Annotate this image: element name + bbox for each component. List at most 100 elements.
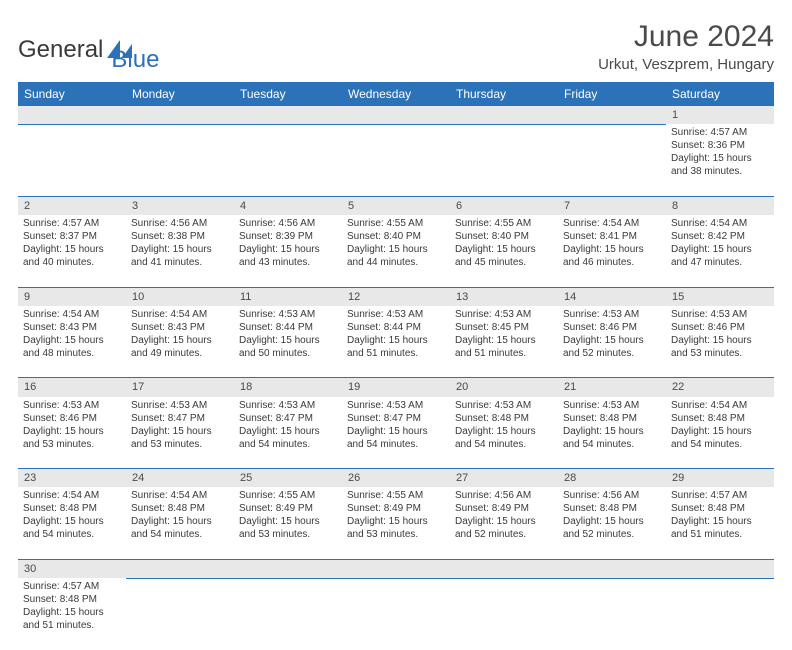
day-number (18, 106, 126, 124)
daylight-text: Daylight: 15 hours (347, 515, 445, 528)
day-number: 6 (450, 196, 558, 215)
daylight-text: and 53 minutes. (131, 438, 229, 451)
day-number: 25 (234, 469, 342, 488)
sunset-text: Sunset: 8:47 PM (347, 412, 445, 425)
day-number: 10 (126, 287, 234, 306)
day-number: 5 (342, 196, 450, 215)
daylight-text: Daylight: 15 hours (23, 606, 121, 619)
day-cell: Sunrise: 4:55 AMSunset: 8:49 PMDaylight:… (342, 487, 450, 559)
sunset-text: Sunset: 8:41 PM (563, 230, 661, 243)
daylight-text: and 54 minutes. (671, 438, 769, 451)
sunrise-text: Sunrise: 4:57 AM (23, 217, 121, 230)
daylight-text: and 54 minutes. (23, 528, 121, 541)
sunset-text: Sunset: 8:40 PM (455, 230, 553, 243)
day-number (342, 559, 450, 578)
day-cell: Sunrise: 4:53 AMSunset: 8:48 PMDaylight:… (558, 397, 666, 469)
daylight-text: and 50 minutes. (239, 347, 337, 360)
daylight-text: and 53 minutes. (347, 528, 445, 541)
col-saturday: Saturday (666, 82, 774, 106)
sunset-text: Sunset: 8:45 PM (455, 321, 553, 334)
daylight-text: and 51 minutes. (671, 528, 769, 541)
daylight-text: Daylight: 15 hours (239, 243, 337, 256)
daylight-text: and 54 minutes. (131, 528, 229, 541)
day-cell: Sunrise: 4:54 AMSunset: 8:48 PMDaylight:… (18, 487, 126, 559)
week-row: Sunrise: 4:53 AMSunset: 8:46 PMDaylight:… (18, 397, 774, 469)
logo-text-blue: Blue (111, 46, 159, 74)
week-row: Sunrise: 4:57 AMSunset: 8:48 PMDaylight:… (18, 578, 774, 650)
day-number (342, 106, 450, 124)
daylight-text: Daylight: 15 hours (671, 334, 769, 347)
day-cell: Sunrise: 4:56 AMSunset: 8:48 PMDaylight:… (558, 487, 666, 559)
daylight-text: Daylight: 15 hours (131, 425, 229, 438)
sunrise-text: Sunrise: 4:55 AM (347, 489, 445, 502)
day-cell: Sunrise: 4:53 AMSunset: 8:48 PMDaylight:… (450, 397, 558, 469)
sunrise-text: Sunrise: 4:53 AM (347, 308, 445, 321)
day-number (450, 106, 558, 124)
day-number: 9 (18, 287, 126, 306)
day-cell: Sunrise: 4:57 AMSunset: 8:36 PMDaylight:… (666, 124, 774, 196)
day-cell (558, 124, 666, 196)
sunset-text: Sunset: 8:38 PM (131, 230, 229, 243)
daylight-text: and 45 minutes. (455, 256, 553, 269)
day-cell: Sunrise: 4:55 AMSunset: 8:40 PMDaylight:… (342, 215, 450, 287)
daylight-text: Daylight: 15 hours (23, 243, 121, 256)
week-row: Sunrise: 4:57 AMSunset: 8:36 PMDaylight:… (18, 124, 774, 196)
sunset-text: Sunset: 8:46 PM (563, 321, 661, 334)
day-cell: Sunrise: 4:56 AMSunset: 8:38 PMDaylight:… (126, 215, 234, 287)
day-cell: Sunrise: 4:53 AMSunset: 8:47 PMDaylight:… (126, 397, 234, 469)
col-sunday: Sunday (18, 82, 126, 106)
sunrise-text: Sunrise: 4:53 AM (563, 308, 661, 321)
day-number: 27 (450, 469, 558, 488)
day-number: 19 (342, 378, 450, 397)
daylight-text: and 54 minutes. (563, 438, 661, 451)
week-row: Sunrise: 4:54 AMSunset: 8:48 PMDaylight:… (18, 487, 774, 559)
calendar-table: Sunday Monday Tuesday Wednesday Thursday… (18, 82, 774, 650)
sunrise-text: Sunrise: 4:55 AM (455, 217, 553, 230)
daylight-text: and 49 minutes. (131, 347, 229, 360)
day-number (666, 559, 774, 578)
daylight-text: Daylight: 15 hours (563, 334, 661, 347)
sunset-text: Sunset: 8:42 PM (671, 230, 769, 243)
day-cell: Sunrise: 4:53 AMSunset: 8:46 PMDaylight:… (18, 397, 126, 469)
daylight-text: and 43 minutes. (239, 256, 337, 269)
sunrise-text: Sunrise: 4:53 AM (23, 399, 121, 412)
sunrise-text: Sunrise: 4:56 AM (455, 489, 553, 502)
daylight-text: Daylight: 15 hours (347, 425, 445, 438)
day-cell: Sunrise: 4:53 AMSunset: 8:46 PMDaylight:… (666, 306, 774, 378)
daylight-text: Daylight: 15 hours (455, 425, 553, 438)
daylight-text: and 52 minutes. (455, 528, 553, 541)
day-number: 26 (342, 469, 450, 488)
day-cell (18, 124, 126, 196)
daylight-text: Daylight: 15 hours (131, 515, 229, 528)
sunset-text: Sunset: 8:36 PM (671, 139, 769, 152)
daylight-text: and 41 minutes. (131, 256, 229, 269)
day-cell (126, 578, 234, 650)
sunrise-text: Sunrise: 4:57 AM (671, 126, 769, 139)
sunrise-text: Sunrise: 4:54 AM (671, 217, 769, 230)
sunset-text: Sunset: 8:46 PM (671, 321, 769, 334)
sunset-text: Sunset: 8:44 PM (347, 321, 445, 334)
sunset-text: Sunset: 8:47 PM (131, 412, 229, 425)
day-number: 30 (18, 559, 126, 578)
day-cell (234, 124, 342, 196)
sunrise-text: Sunrise: 4:54 AM (671, 399, 769, 412)
daylight-text: and 53 minutes. (239, 528, 337, 541)
daylight-text: and 44 minutes. (347, 256, 445, 269)
sunrise-text: Sunrise: 4:53 AM (563, 399, 661, 412)
sunset-text: Sunset: 8:39 PM (239, 230, 337, 243)
day-number (450, 559, 558, 578)
daylight-text: Daylight: 15 hours (23, 515, 121, 528)
daylight-text: and 38 minutes. (671, 165, 769, 178)
sunrise-text: Sunrise: 4:56 AM (239, 217, 337, 230)
day-cell: Sunrise: 4:53 AMSunset: 8:47 PMDaylight:… (342, 397, 450, 469)
day-cell (558, 578, 666, 650)
sunrise-text: Sunrise: 4:56 AM (131, 217, 229, 230)
day-cell: Sunrise: 4:53 AMSunset: 8:47 PMDaylight:… (234, 397, 342, 469)
sunset-text: Sunset: 8:47 PM (239, 412, 337, 425)
daylight-text: Daylight: 15 hours (563, 515, 661, 528)
sunset-text: Sunset: 8:48 PM (563, 412, 661, 425)
day-cell (666, 578, 774, 650)
day-cell (342, 578, 450, 650)
daylight-text: and 40 minutes. (23, 256, 121, 269)
daylight-text: Daylight: 15 hours (671, 243, 769, 256)
